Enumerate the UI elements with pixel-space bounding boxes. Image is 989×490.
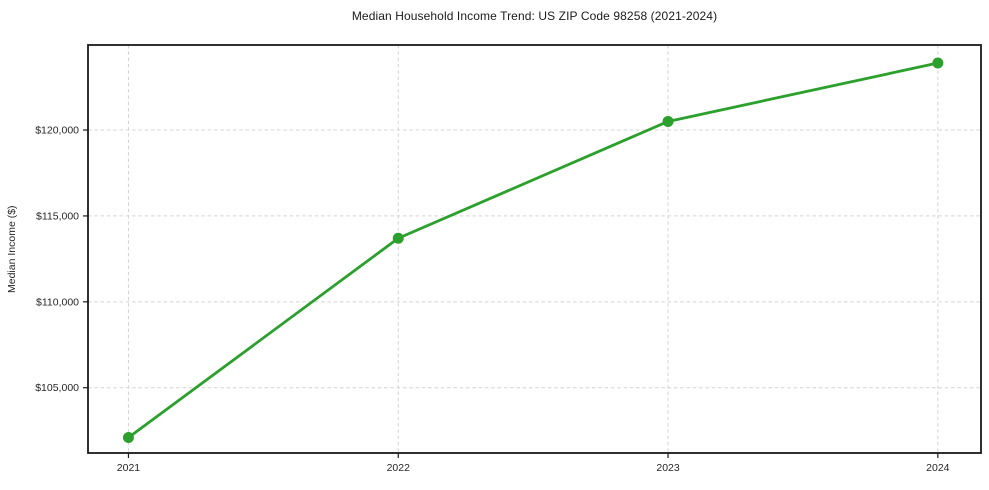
y-tick-label: $105,000 bbox=[35, 382, 79, 394]
data-point-marker bbox=[662, 115, 674, 127]
x-tick-label: 2021 bbox=[117, 462, 141, 474]
plot-border bbox=[87, 44, 982, 454]
y-tick-label: $110,000 bbox=[36, 296, 79, 308]
data-point-marker bbox=[392, 232, 404, 244]
x-tick-label: 2024 bbox=[926, 462, 950, 474]
x-tick-label: 2023 bbox=[656, 462, 680, 474]
x-tick-label: 2022 bbox=[387, 462, 411, 474]
y-tick-label: $120,000 bbox=[35, 125, 79, 137]
data-point-marker bbox=[932, 57, 944, 69]
chart-title: Median Household Income Trend: US ZIP Co… bbox=[351, 9, 718, 23]
y-tick-label: $115,000 bbox=[36, 210, 79, 222]
data-point-marker bbox=[122, 432, 134, 444]
trend-line bbox=[127, 61, 940, 439]
